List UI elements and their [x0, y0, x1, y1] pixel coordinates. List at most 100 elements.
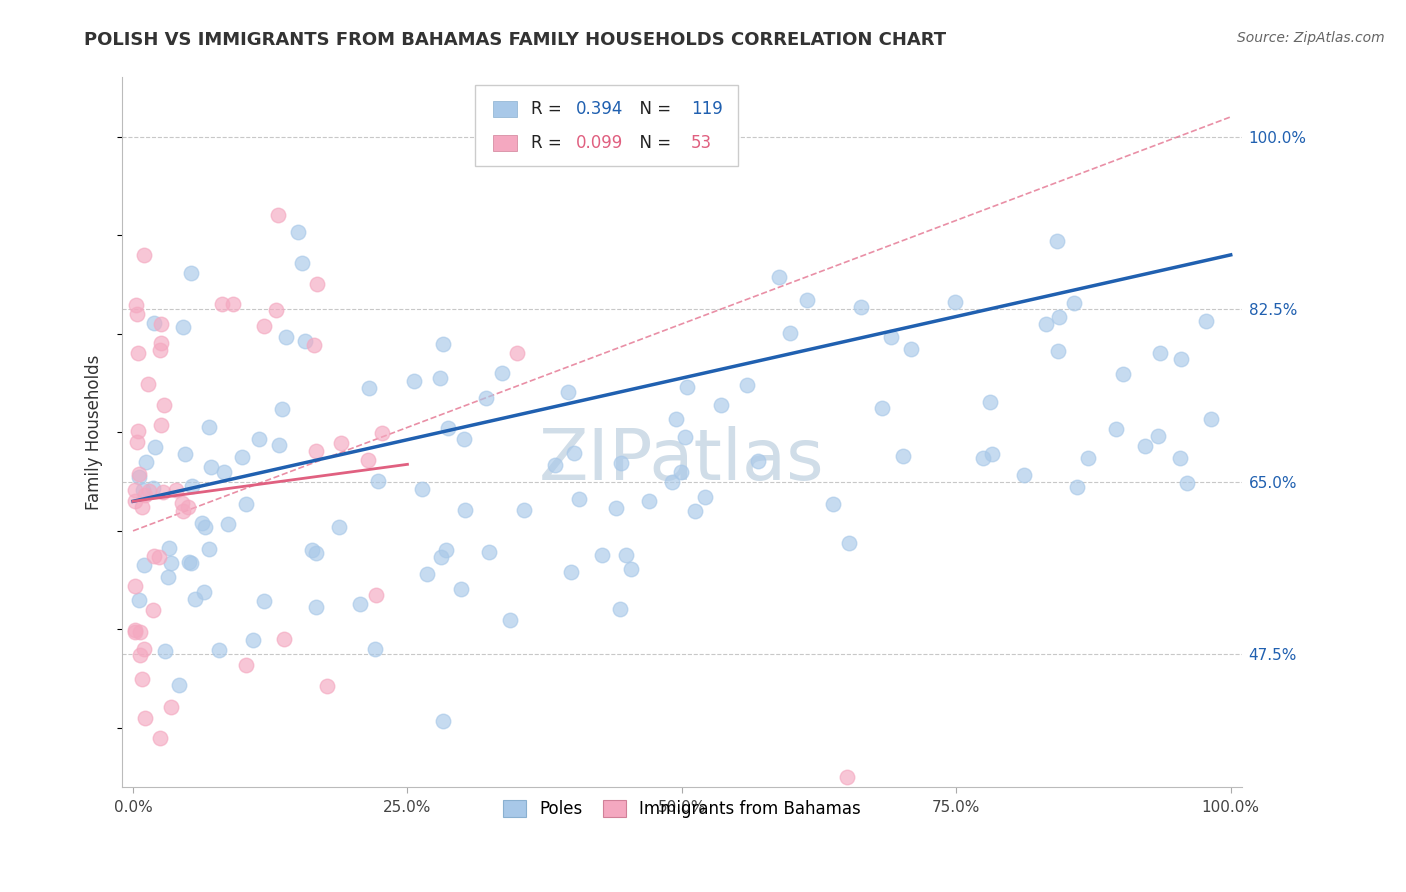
Point: [474, 391, 496, 405]
Point: [747, 454, 769, 468]
Point: [330, 435, 353, 450]
Point: [156, 570, 179, 584]
Point: [135, 455, 157, 469]
Point: [291, 256, 314, 270]
Point: [972, 450, 994, 465]
Point: [167, 677, 190, 691]
Text: Source: ZipAtlas.com: Source: ZipAtlas.com: [1237, 31, 1385, 45]
Point: [1047, 343, 1070, 358]
Text: ZIPatlas: ZIPatlas: [538, 426, 825, 495]
Point: [454, 503, 477, 517]
Point: [411, 482, 433, 496]
Point: [367, 475, 389, 489]
Point: [1035, 317, 1057, 331]
Point: [267, 438, 290, 452]
Point: [693, 491, 716, 505]
Point: [302, 337, 325, 351]
Point: [491, 367, 513, 381]
Point: [416, 567, 439, 582]
Point: [150, 417, 173, 432]
Point: [131, 500, 153, 514]
Point: [363, 641, 385, 656]
Point: [127, 434, 149, 449]
Point: [253, 593, 276, 607]
Point: [200, 459, 222, 474]
Legend: Poles, Immigrants from Bahamas: Poles, Immigrants from Bahamas: [496, 794, 868, 825]
Point: [127, 346, 149, 360]
Point: [669, 465, 692, 479]
Point: [357, 453, 380, 467]
Point: [1105, 422, 1128, 436]
Point: [174, 447, 197, 461]
Point: [823, 497, 845, 511]
Point: [149, 731, 172, 745]
Bar: [492, 136, 517, 151]
Point: [1077, 450, 1099, 465]
Point: [305, 546, 328, 560]
Point: [301, 542, 323, 557]
Point: [430, 549, 453, 564]
Point: [450, 582, 472, 596]
Point: [124, 483, 146, 497]
Point: [870, 401, 893, 415]
Point: [148, 550, 170, 565]
Point: [193, 584, 215, 599]
Point: [276, 330, 298, 344]
Point: [159, 556, 181, 570]
Point: [149, 343, 172, 358]
Point: [134, 248, 156, 262]
Point: [157, 541, 180, 555]
Point: [134, 558, 156, 573]
Point: [437, 421, 460, 435]
Text: 53: 53: [690, 135, 711, 153]
Text: POLISH VS IMMIGRANTS FROM BAHAMAS FAMILY HOUSEHOLDS CORRELATION CHART: POLISH VS IMMIGRANTS FROM BAHAMAS FAMILY…: [84, 31, 946, 49]
Point: [478, 544, 501, 558]
Point: [316, 679, 339, 693]
Point: [128, 470, 150, 484]
Point: [432, 714, 454, 728]
Text: N =: N =: [630, 135, 676, 153]
Text: N =: N =: [630, 100, 676, 118]
Point: [402, 374, 425, 388]
Point: [609, 602, 631, 616]
Point: [1012, 467, 1035, 482]
Point: [676, 380, 699, 394]
Text: R =: R =: [530, 135, 567, 153]
Point: [124, 625, 146, 640]
Point: [1045, 235, 1067, 249]
Point: [851, 300, 873, 314]
Point: [683, 504, 706, 518]
Point: [134, 642, 156, 657]
Point: [305, 600, 328, 615]
Point: [128, 592, 150, 607]
Point: [564, 446, 586, 460]
Point: [134, 711, 156, 725]
Point: [180, 556, 202, 570]
Point: [197, 419, 219, 434]
Point: [364, 588, 387, 602]
Point: [498, 613, 520, 627]
Text: 0.099: 0.099: [575, 135, 623, 153]
Point: [271, 401, 294, 416]
Point: [222, 296, 245, 310]
Point: [132, 483, 155, 497]
Point: [172, 504, 194, 518]
Point: [1149, 346, 1171, 360]
Point: [568, 492, 591, 507]
Point: [179, 555, 201, 569]
Point: [128, 467, 150, 482]
Point: [235, 658, 257, 673]
Point: [1175, 476, 1198, 491]
Point: [560, 565, 582, 579]
Point: [138, 483, 160, 498]
Point: [153, 398, 176, 412]
Point: [194, 520, 217, 534]
Point: [1170, 451, 1192, 466]
Point: [136, 376, 159, 391]
Point: [125, 307, 148, 321]
Point: [328, 519, 350, 533]
Point: [142, 549, 165, 563]
Point: [287, 225, 309, 239]
Point: [180, 266, 202, 280]
Point: [172, 319, 194, 334]
